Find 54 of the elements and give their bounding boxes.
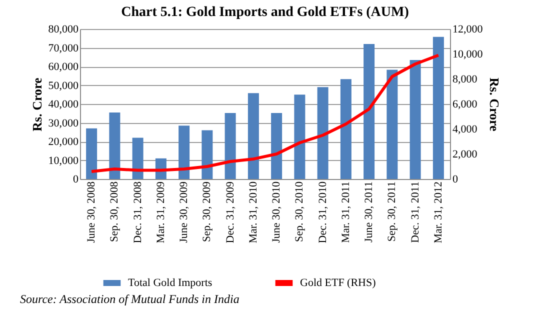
source-note: Source: Association of Mutual Funds in India [20,292,240,306]
bar [109,112,120,179]
chart-title: Chart 5.1: Gold Imports and Gold ETFs (AUM) [121,5,410,20]
bar [340,79,352,179]
y2-tick-label: 0 [452,174,458,186]
bar [178,126,190,179]
bar [271,113,282,179]
x-tick-label: Dec. 31, 2009 [224,181,236,244]
y-tick-label: 10,000 [48,154,79,167]
x-tick-label: June 30, 2008 [86,181,98,243]
x-tick-label: Sep. 30, 2011 [386,182,398,242]
y-tick-label: 70,000 [48,42,79,54]
legend-label: Gold ETF (RHS) [300,277,376,289]
legend-label: Total Gold Imports [128,277,212,289]
bar [294,94,306,179]
bar [364,44,375,179]
x-tick-label: Mar. 31, 2010 [247,181,260,244]
x-tick-label: Dec. 31, 2010 [316,181,329,244]
x-tick-label: June 30, 2011 [363,182,376,243]
bar [386,70,398,179]
x-tick-label: Sep. 30, 2009 [201,181,214,242]
x-tick-label: Sep. 30, 2010 [294,181,306,242]
bar [132,138,144,179]
y-tick-label: 50,000 [48,80,79,92]
y2-tick-label: 6,000 [452,98,478,110]
y2-tick-label: 4,000 [452,124,478,136]
y-tick-label: 0 [73,174,79,186]
y-tick-label: 40,000 [48,98,79,110]
x-tick-label: Dec. 31, 2011 [409,182,422,243]
x-tick-label: Mar. 31, 2011 [340,182,352,243]
y2-tick-label: 12,000 [452,24,484,36]
bar [410,60,421,179]
x-tick-label: June 30, 2009 [178,181,190,243]
bar [317,87,328,179]
line-series [90,54,440,173]
y2-tick-label: 2,000 [452,148,478,160]
x-tick-label: Mar. 31, 2009 [154,181,167,244]
bar [202,130,213,179]
bar [86,128,98,179]
x-tick-label: Sep. 30, 2008 [108,181,121,242]
x-tick-label: June 30, 2010 [270,181,283,243]
bar [224,113,236,179]
bar [248,93,259,179]
x-tick-label: Dec. 31, 2008 [132,181,144,244]
y-axis-title: Rs. Crore [29,77,44,132]
y-tick-label: 80,000 [48,24,79,36]
y-tick-label: 30,000 [48,117,79,130]
y-tick-label: 60,000 [48,61,79,73]
bar [432,36,444,179]
y2-axis-title: Rs. Crore [486,78,502,132]
y2-tick-label: 10,000 [452,48,484,60]
y-tick-label: 20,000 [48,136,79,148]
x-tick-label: Mar. 31, 2012 [432,182,444,244]
y2-tick-label: 8,000 [452,74,478,86]
